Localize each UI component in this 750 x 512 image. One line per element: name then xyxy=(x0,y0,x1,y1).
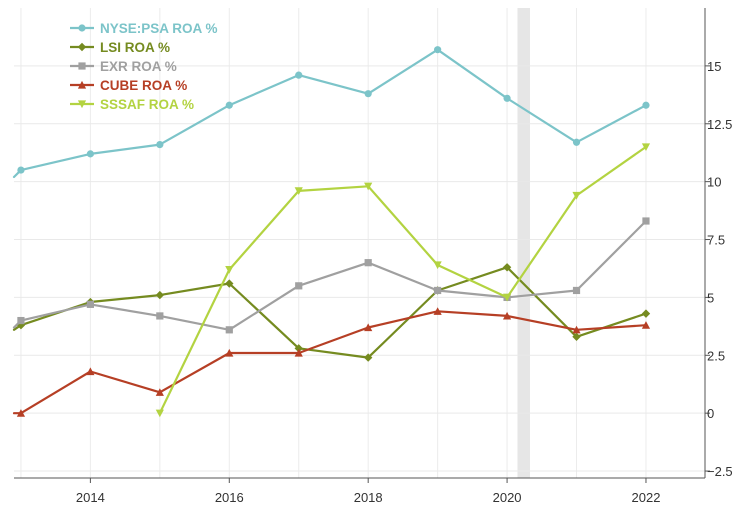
x-tick-label: 2014 xyxy=(76,490,105,505)
legend-swatch-marker xyxy=(77,100,87,109)
series-0 xyxy=(12,46,650,179)
legend-swatch-marker xyxy=(77,42,87,52)
data-point xyxy=(433,307,442,315)
data-point xyxy=(295,71,303,79)
legend-label: SSSAF ROA % xyxy=(100,97,194,112)
data-point xyxy=(363,353,373,362)
legend-swatch-marker xyxy=(78,24,86,32)
data-point xyxy=(641,143,651,152)
y-tick-label: 15 xyxy=(707,59,721,74)
data-point xyxy=(502,263,512,272)
data-point xyxy=(86,300,94,308)
series-2 xyxy=(12,217,650,334)
shaded-band xyxy=(517,8,530,478)
y-tick-label: 2.5 xyxy=(707,348,725,363)
legend-label: LSI ROA % xyxy=(100,40,170,55)
data-point xyxy=(641,321,651,329)
data-point xyxy=(294,187,303,196)
data-point xyxy=(641,309,651,318)
data-point xyxy=(572,191,581,200)
legend-item: EXR ROA % xyxy=(70,59,177,74)
data-point xyxy=(572,325,581,334)
legend-item: LSI ROA % xyxy=(70,40,170,55)
data-point xyxy=(364,90,372,98)
data-point xyxy=(503,94,511,102)
legend-label: CUBE ROA % xyxy=(100,78,187,93)
data-point xyxy=(155,290,165,300)
gridlines xyxy=(14,8,705,478)
data-point xyxy=(156,141,164,149)
y-tick-label: 0 xyxy=(707,406,714,421)
data-point xyxy=(364,259,372,267)
data-point xyxy=(572,332,581,341)
x-tick-label: 2020 xyxy=(493,490,522,505)
series-4 xyxy=(155,143,651,418)
data-point xyxy=(155,388,164,396)
data-point xyxy=(364,182,373,191)
data-point xyxy=(156,312,164,320)
data-point xyxy=(572,138,581,146)
data-point xyxy=(434,286,442,295)
x-tick-label: 2022 xyxy=(632,490,661,505)
legend-item: CUBE ROA % xyxy=(70,78,187,93)
y-tick-label: 5 xyxy=(707,290,714,305)
series-line xyxy=(158,145,648,415)
data-point xyxy=(86,150,94,158)
data-point xyxy=(433,261,442,270)
data-point xyxy=(502,293,512,302)
legend-swatch-marker xyxy=(78,62,86,70)
y-tick-label: 12.5 xyxy=(707,117,732,132)
data-point xyxy=(642,101,650,109)
data-point xyxy=(502,311,512,320)
y-tick-label: 10 xyxy=(707,175,721,190)
series-3 xyxy=(12,307,651,417)
data-point xyxy=(294,344,303,353)
data-point xyxy=(86,367,95,376)
data-point xyxy=(17,166,25,174)
data-point xyxy=(364,323,373,332)
data-point xyxy=(572,286,581,295)
shaded-band-layer xyxy=(517,8,530,478)
x-tick-label: 2018 xyxy=(354,490,383,505)
y-tick-label: −2.5 xyxy=(707,464,733,479)
data-point xyxy=(225,266,234,274)
axes: 2014 2016 2018 2020 2022 −2.5 0 2.5 5 7.5 10 12.5 15 xyxy=(14,8,733,505)
data-point xyxy=(155,409,164,418)
data-point xyxy=(225,326,233,334)
data-point xyxy=(225,348,234,357)
data-point xyxy=(295,282,303,290)
legend: NYSE:PSA ROA % LSI ROA % EXR ROA % CUBE ROA… xyxy=(70,21,218,112)
legend-item: SSSAF ROA % xyxy=(70,97,194,112)
data-point xyxy=(225,279,234,288)
data-point xyxy=(16,409,26,417)
data-point xyxy=(642,217,650,225)
data-point xyxy=(294,348,303,357)
data-point xyxy=(434,46,442,54)
data-point xyxy=(225,101,233,109)
legend-swatch-marker xyxy=(77,80,87,89)
legend-item: NYSE:PSA ROA % xyxy=(70,21,218,36)
data-point xyxy=(17,316,25,325)
series-lines xyxy=(12,46,651,418)
legend-label: EXR ROA % xyxy=(100,59,177,74)
legend-label: NYSE:PSA ROA % xyxy=(100,21,218,36)
x-tick-label: 2016 xyxy=(215,490,244,505)
y-tick-label: 7.5 xyxy=(707,233,725,248)
